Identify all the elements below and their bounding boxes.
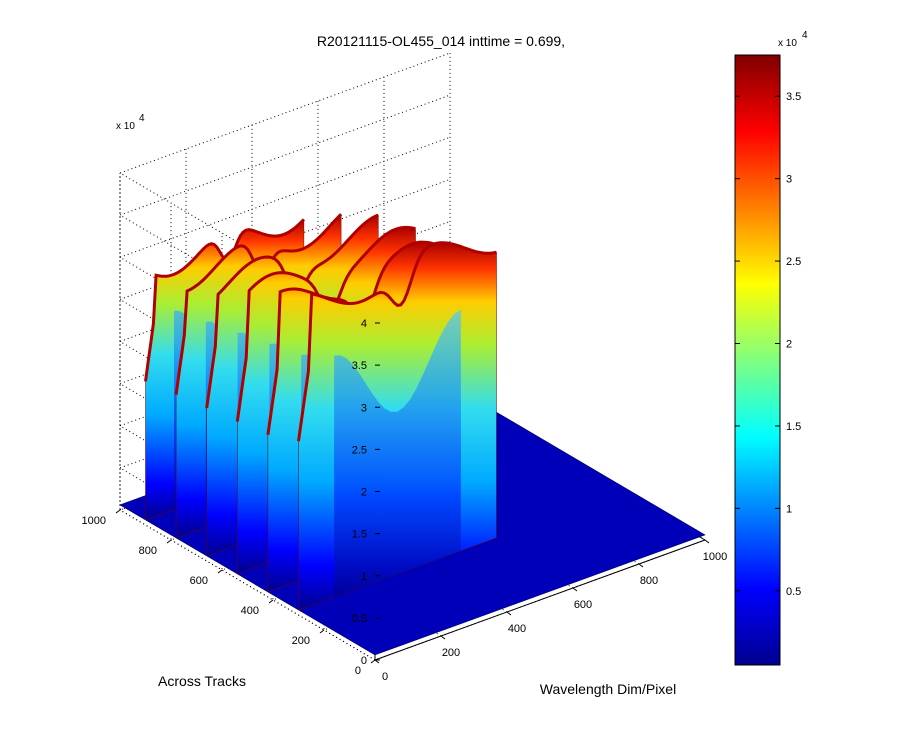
z-tick-label: 0: [361, 655, 367, 667]
axis-line: [374, 539, 706, 661]
x-tick-mark: [506, 611, 512, 616]
z-tick-label: 2.5: [352, 444, 367, 456]
x-axis-label: Wavelength Dim/Pixel: [540, 681, 676, 697]
y-tick-label: 400: [241, 605, 259, 617]
grid-line-x: [317, 101, 574, 589]
z-tick-label: 3: [361, 402, 367, 414]
z-multiplier: x 10: [116, 121, 135, 132]
surface-bands: [144, 213, 497, 611]
y-axis-ticks: 0 200 400 600 800 1000: [82, 509, 376, 677]
x-tick-label: 800: [640, 575, 658, 587]
grid-line-x: [383, 77, 640, 565]
colorbar-tick-label: 2: [786, 339, 792, 351]
y-tick-mark: [166, 539, 172, 544]
y-tick-mark: [115, 509, 121, 514]
x-tick-label: 600: [574, 599, 592, 611]
z-tick-label: 3.5: [352, 360, 367, 372]
x-tick-mark: [440, 635, 446, 640]
y-tick-mark: [217, 569, 223, 574]
colorbar-tick-label: 1: [786, 503, 792, 515]
z-tick-label: 2: [361, 487, 367, 499]
x-tick-label: 200: [442, 647, 460, 659]
x-tick-mark: [572, 587, 578, 592]
z-tick-label: 1.5: [352, 529, 367, 541]
colorbar-tick-label: 2.5: [786, 256, 801, 268]
x-tick-mark: [704, 539, 710, 544]
x-tick-label: 1000: [703, 551, 727, 563]
y-axis-label: Across Tracks: [158, 673, 246, 689]
z-tick-label: 4: [361, 318, 367, 330]
x-axis-ticks: 0 200 400 600 800 1000: [374, 539, 727, 683]
y-tick-label: 0: [355, 665, 361, 677]
y-tick-label: 800: [139, 545, 157, 557]
grid-line-x: [185, 149, 442, 637]
grid-line-x: [119, 173, 376, 661]
z-axis-ticks: 0 0.5 1 1.5 2 2.5 3 3.5 4: [352, 318, 380, 667]
y-tick-mark: [319, 629, 325, 634]
z-tick-label: 1: [361, 571, 367, 583]
grid-line-x: [449, 53, 706, 541]
colorbar-tick-label: 1.5: [786, 421, 801, 433]
z-exponent: 4: [139, 113, 145, 124]
chart-title: R20121115-OL455_014 inttime = 0.699,: [317, 33, 565, 49]
colorbar-tick-label: 3: [786, 174, 792, 186]
y-tick-mark: [370, 659, 376, 664]
y-tick-label: 1000: [82, 515, 106, 527]
x-tick-mark: [374, 659, 380, 664]
colorbar-tick-label: 0.5: [786, 586, 801, 598]
y-tick-label: 200: [292, 635, 310, 647]
colorbar-exponent: 4: [802, 30, 808, 41]
colorbar-multiplier: x 10: [778, 38, 797, 49]
colorbar-gradient: [734, 54, 781, 666]
colorbar: 0.5 1 1.5 2 2.5 3 3.5 x 10 4: [734, 30, 808, 666]
band-rim: [297, 241, 497, 442]
colorbar-tick-label: 3.5: [786, 91, 801, 103]
colorbar-ticks: 0.5 1 1.5 2 2.5 3 3.5: [735, 91, 801, 598]
x-tick-label: 0: [382, 671, 388, 683]
z-tick-label: 0.5: [352, 613, 367, 625]
y-tick-mark: [268, 599, 274, 604]
x-tick-label: 400: [508, 623, 526, 635]
band-valley: [334, 309, 461, 597]
x-tick-mark: [638, 563, 644, 568]
y-tick-label: 600: [190, 575, 208, 587]
